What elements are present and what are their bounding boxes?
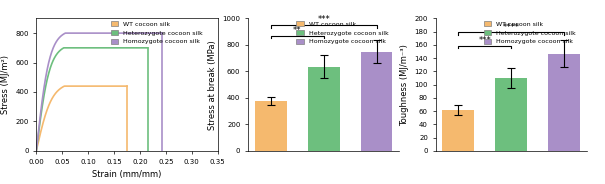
Bar <box>548 54 580 151</box>
Text: ***: *** <box>479 36 491 45</box>
X-axis label: Strain (mm/mm): Strain (mm/mm) <box>93 170 162 179</box>
Text: ***: *** <box>317 15 330 24</box>
Bar <box>361 52 393 151</box>
Text: ****: **** <box>503 23 520 32</box>
Legend: WT cocoon silk, Heterozygote cocoon silk, Homozygote cocoon silk: WT cocoon silk, Heterozygote cocoon silk… <box>293 19 391 47</box>
Text: **: ** <box>293 26 301 35</box>
Bar <box>442 110 474 151</box>
Y-axis label: Toughness (MJ/m⁻³): Toughness (MJ/m⁻³) <box>400 44 409 125</box>
Y-axis label: Stress at break (MPa): Stress at break (MPa) <box>208 40 217 130</box>
Bar <box>308 67 339 151</box>
Bar <box>495 78 527 151</box>
Y-axis label: Stress (MJ/m²): Stress (MJ/m²) <box>1 55 10 114</box>
Bar <box>255 100 287 151</box>
Legend: WT cocoon silk, Heterozygote cocoon silk, Homozygote cocoon silk: WT cocoon silk, Heterozygote cocoon silk… <box>108 19 206 47</box>
Legend: WT cocoon silk, Heterozygote cocoon silk, Homozygote cocoon silk: WT cocoon silk, Heterozygote cocoon silk… <box>481 19 578 47</box>
